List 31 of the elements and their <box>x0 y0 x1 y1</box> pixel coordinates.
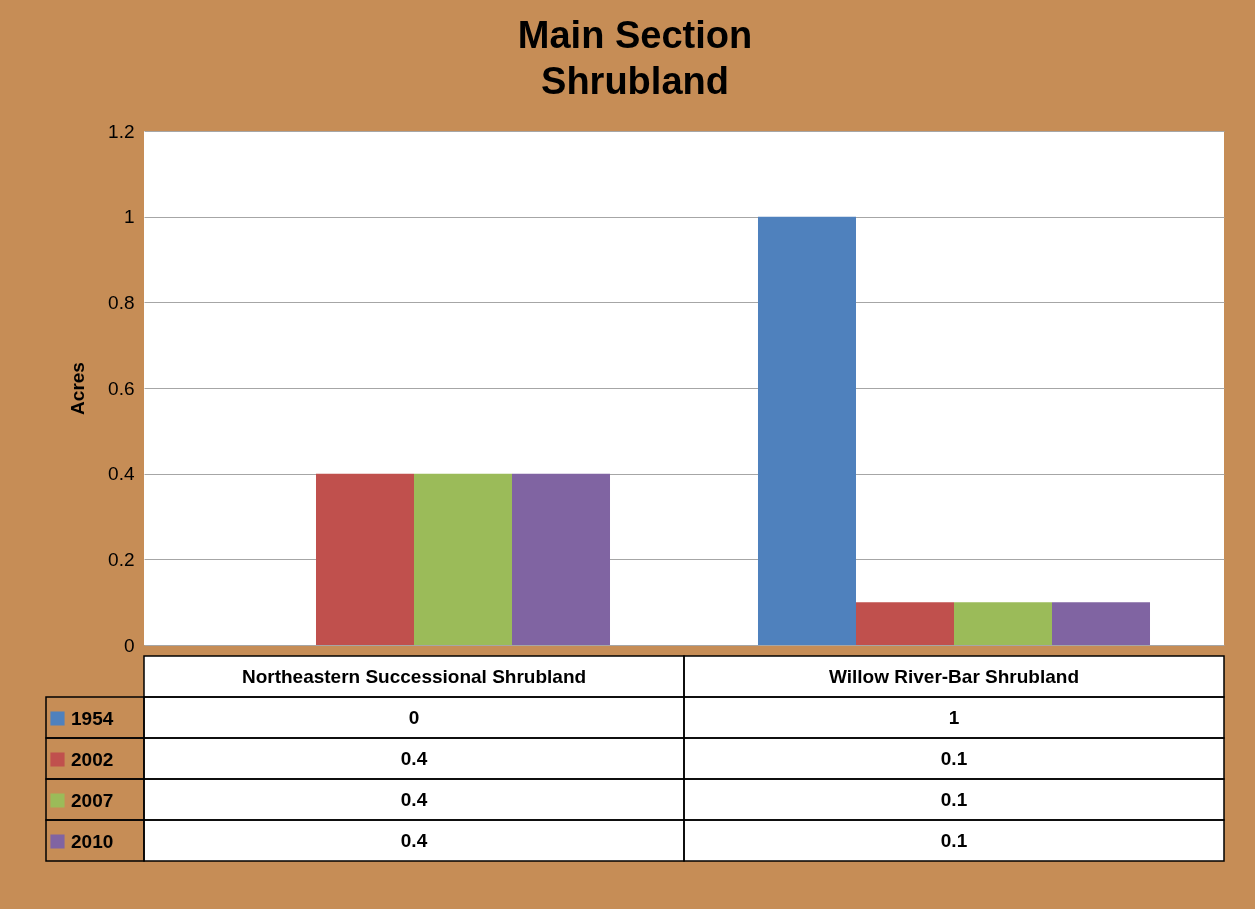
data-label: 0.4 <box>400 788 428 810</box>
legend-label: 2010 <box>71 830 114 852</box>
legend-label: 2007 <box>71 789 114 811</box>
bar <box>757 216 856 645</box>
bar <box>316 473 414 645</box>
y-tick-label: 1 <box>123 206 135 228</box>
bar <box>1052 602 1151 645</box>
bar <box>512 473 611 645</box>
y-tick-label: 0.2 <box>108 548 135 570</box>
data-label: 0.4 <box>400 829 428 851</box>
chart-title: Main Section <box>517 14 753 56</box>
y-tick-label: 0.6 <box>108 377 135 399</box>
data-label: 1 <box>948 706 960 728</box>
bar <box>954 602 1052 645</box>
data-label: 0 <box>408 706 420 728</box>
y-tick-label: 0 <box>123 634 135 656</box>
data-label: 0.1 <box>940 747 968 769</box>
x-tick-label: Northeastern Successional Shrubland <box>241 665 587 687</box>
bar <box>414 473 512 645</box>
legend-label: 1954 <box>71 707 114 729</box>
y-tick-label: 0.8 <box>108 291 135 313</box>
chart-subtitle: Shrubland <box>541 60 729 102</box>
x-tick-label: Willow River-Bar Shrubland <box>828 665 1080 687</box>
data-label: 0.4 <box>400 747 428 769</box>
data-label: 0.1 <box>940 829 968 851</box>
legend-label: 2002 <box>71 748 114 770</box>
bar <box>856 602 954 645</box>
y-tick-label: 1.2 <box>108 120 135 142</box>
y-tick-label: 0.4 <box>108 463 135 485</box>
data-label: 0.1 <box>940 788 968 810</box>
y-axis-title: Acres <box>67 362 89 415</box>
